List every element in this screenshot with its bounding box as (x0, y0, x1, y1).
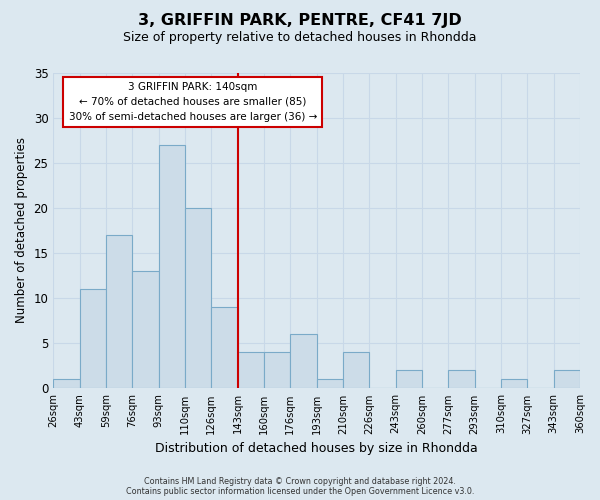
Bar (343, 352, 370, 388)
Bar (238, 352, 264, 388)
Bar (264, 352, 290, 388)
Text: Contains HM Land Registry data © Crown copyright and database right 2024.
Contai: Contains HM Land Registry data © Crown c… (126, 476, 474, 496)
Bar (132, 271, 158, 388)
Bar (554, 370, 580, 388)
Bar (211, 307, 238, 388)
Text: 3 GRIFFIN PARK: 140sqm
← 70% of detached houses are smaller (85)
30% of semi-det: 3 GRIFFIN PARK: 140sqm ← 70% of detached… (68, 82, 317, 122)
Bar (317, 380, 343, 388)
Bar (290, 334, 317, 388)
Bar (106, 235, 132, 388)
Text: 3, GRIFFIN PARK, PENTRE, CF41 7JD: 3, GRIFFIN PARK, PENTRE, CF41 7JD (138, 12, 462, 28)
Bar (53, 380, 80, 388)
Bar (158, 144, 185, 388)
Bar (501, 380, 527, 388)
Y-axis label: Number of detached properties: Number of detached properties (15, 138, 28, 324)
Bar (185, 208, 211, 388)
Bar (448, 370, 475, 388)
Text: Size of property relative to detached houses in Rhondda: Size of property relative to detached ho… (123, 31, 477, 44)
Bar (80, 289, 106, 388)
Bar (395, 370, 422, 388)
X-axis label: Distribution of detached houses by size in Rhondda: Distribution of detached houses by size … (155, 442, 478, 455)
